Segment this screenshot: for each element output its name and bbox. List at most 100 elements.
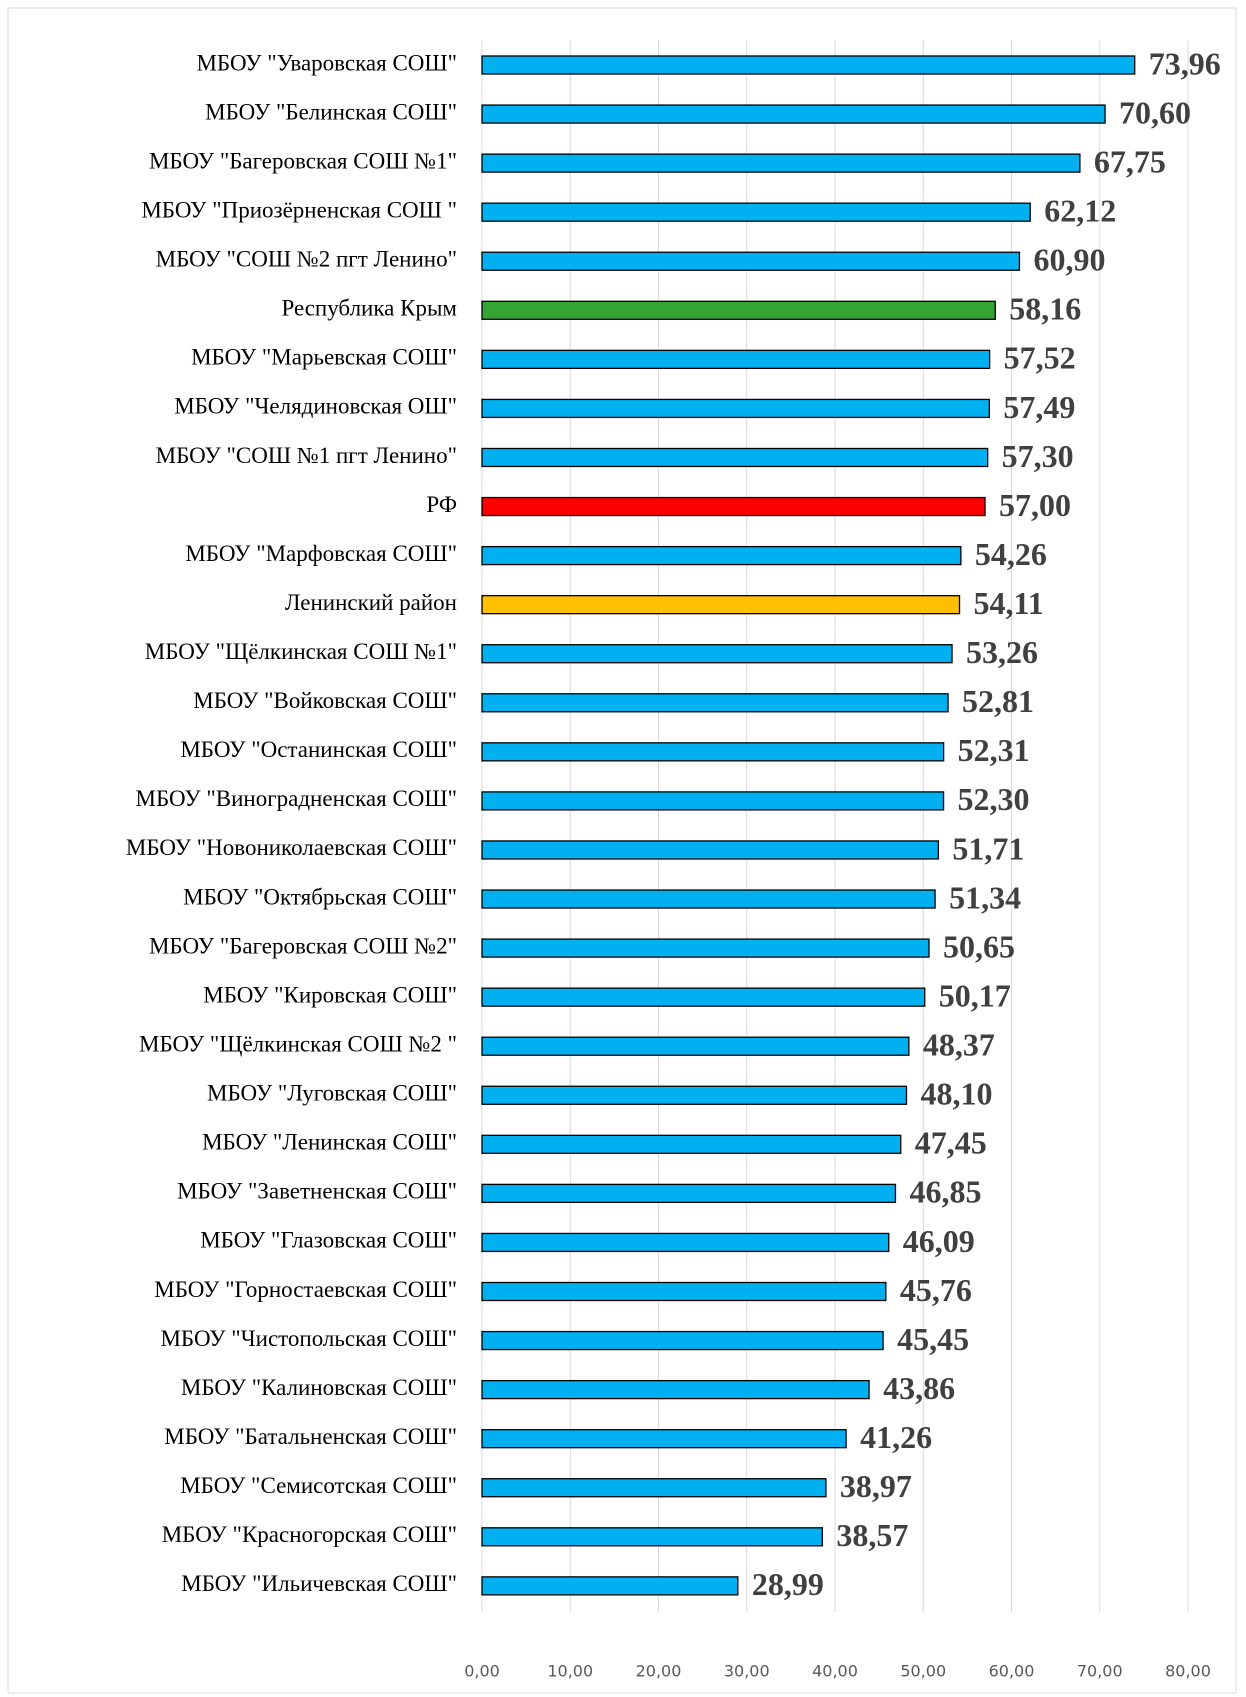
value-label: 73,96 (1149, 45, 1221, 81)
value-label: 43,86 (883, 1370, 955, 1406)
bar (481, 1085, 908, 1105)
y-tick-label: МБОУ "Приозёрненская СОШ " (141, 197, 457, 222)
y-tick-label: МБОУ "Войковская СОШ" (193, 688, 457, 713)
bar (481, 300, 996, 320)
y-tick-label: МБОУ "Багеровская СОШ №2" (149, 933, 457, 958)
bar (481, 742, 945, 762)
y-tick-label: МБОУ "Щёлкинская СОШ №1" (145, 639, 457, 664)
bar (481, 104, 1106, 124)
value-label: 57,49 (1003, 389, 1075, 425)
x-tick-label: 50,00 (900, 1662, 946, 1681)
bar (481, 1134, 902, 1154)
value-label: 58,16 (1009, 291, 1081, 327)
y-tick-label: МБОУ "Останинская СОШ" (180, 737, 457, 762)
y-tick-label: МБОУ "Новониколаевская СОШ" (126, 835, 457, 860)
y-tick-label: МБОУ "Октябрьская СОШ" (183, 884, 457, 909)
value-label: 46,85 (909, 1174, 981, 1210)
bar (481, 398, 990, 419)
bar (481, 644, 953, 664)
x-tick-label: 80,00 (1165, 1662, 1211, 1681)
value-label: 52,30 (958, 781, 1030, 817)
bar (481, 202, 1031, 222)
y-tick-label: МБОУ "Багеровская СОШ №1" (149, 148, 457, 173)
value-label: 57,30 (1002, 438, 1074, 474)
y-tick-label: МБОУ "Ильичевская СОШ" (181, 1571, 457, 1596)
bar (481, 595, 961, 615)
value-label: 38,57 (836, 1517, 908, 1553)
value-label: 50,17 (939, 977, 1011, 1013)
bar (481, 791, 945, 811)
y-tick-label: МБОУ "Уваровская СОШ" (196, 50, 457, 75)
y-tick-label: МБОУ "Щёлкинская СОШ №2 " (139, 1031, 457, 1056)
bar (481, 1036, 910, 1056)
y-tick-label: МБОУ "Заветненская СОШ" (177, 1179, 457, 1204)
value-label: 54,26 (975, 536, 1047, 572)
bar (481, 251, 1021, 271)
y-tick-label: МБОУ "Семисотская СОШ" (180, 1473, 457, 1498)
bar (481, 1281, 887, 1302)
value-label: 52,31 (958, 732, 1030, 768)
value-label: 41,26 (860, 1419, 932, 1455)
bar (481, 349, 991, 370)
bar (481, 55, 1136, 75)
y-tick-label: МБОУ "Виноградненская СОШ" (136, 786, 457, 811)
bar (481, 693, 949, 713)
value-label: 54,11 (974, 585, 1044, 621)
x-tick-label: 40,00 (812, 1662, 858, 1681)
bar (481, 496, 986, 517)
chart-border (7, 7, 1237, 1694)
bar (481, 938, 930, 958)
y-tick-label: МБОУ "Красногорская СОШ" (162, 1522, 457, 1547)
value-label: 47,45 (915, 1125, 987, 1161)
value-label: 38,97 (840, 1468, 912, 1504)
x-tick-label: 30,00 (724, 1662, 770, 1681)
value-label: 48,37 (923, 1027, 995, 1063)
bar (481, 889, 936, 909)
y-tick-label: МБОУ "Луговская СОШ" (207, 1081, 457, 1106)
value-label: 60,90 (1033, 242, 1105, 278)
value-label: 57,52 (1004, 340, 1076, 376)
y-tick-label: МБОУ "Батальненская СОШ" (164, 1424, 457, 1449)
value-label: 46,09 (903, 1223, 975, 1259)
y-tick-label: МБОУ "Калиновская СОШ" (181, 1375, 457, 1400)
y-tick-label: МБОУ "Кировская СОШ" (203, 982, 457, 1007)
value-label: 62,12 (1044, 193, 1116, 229)
value-label: 50,65 (943, 928, 1015, 964)
y-tick-label: Ленинский район (285, 590, 457, 615)
bar (481, 840, 939, 860)
value-label: 70,60 (1119, 94, 1191, 130)
y-tick-label: МБОУ "СОШ №1 пгт Ленино" (156, 443, 457, 468)
bar (481, 1379, 870, 1400)
bar (481, 1429, 847, 1449)
value-label: 51,71 (952, 830, 1024, 866)
bar (481, 1183, 897, 1204)
bar (481, 447, 989, 468)
x-tick-label: 60,00 (989, 1662, 1035, 1681)
y-tick-label: МБОУ "Марфовская СОШ" (185, 541, 457, 566)
x-tick-label: 70,00 (1077, 1662, 1123, 1681)
bar (481, 153, 1081, 173)
y-tick-label: МБОУ "СОШ №2 пгт Ленино" (156, 247, 457, 272)
value-label: 52,81 (962, 683, 1034, 719)
value-label: 67,75 (1094, 143, 1166, 179)
value-label: 45,76 (900, 1272, 972, 1308)
value-label: 51,34 (949, 879, 1021, 915)
y-tick-label: МБОУ "Белинская СОШ" (205, 99, 457, 124)
bar (481, 545, 962, 566)
y-tick-label: МБОУ "Челядиновская ОШ" (174, 394, 457, 419)
value-label: 45,45 (897, 1321, 969, 1357)
x-tick-label: 0,00 (464, 1662, 500, 1681)
y-tick-label: Республика Крым (281, 296, 457, 321)
bar (481, 1232, 890, 1253)
y-tick-label: МБОУ "Ленинская СОШ" (202, 1130, 457, 1155)
bar (481, 1330, 884, 1351)
y-tick-label: МБОУ "Горностаевская СОШ" (154, 1277, 457, 1302)
bar (481, 1576, 739, 1596)
x-tick-label: 20,00 (636, 1662, 682, 1681)
bar (481, 987, 926, 1007)
y-tick-label: МБОУ "Глазовская СОШ" (200, 1228, 457, 1253)
value-label: 57,00 (999, 487, 1071, 523)
y-tick-label: МБОУ "Марьевская СОШ" (191, 345, 457, 370)
value-label: 53,26 (966, 634, 1038, 670)
